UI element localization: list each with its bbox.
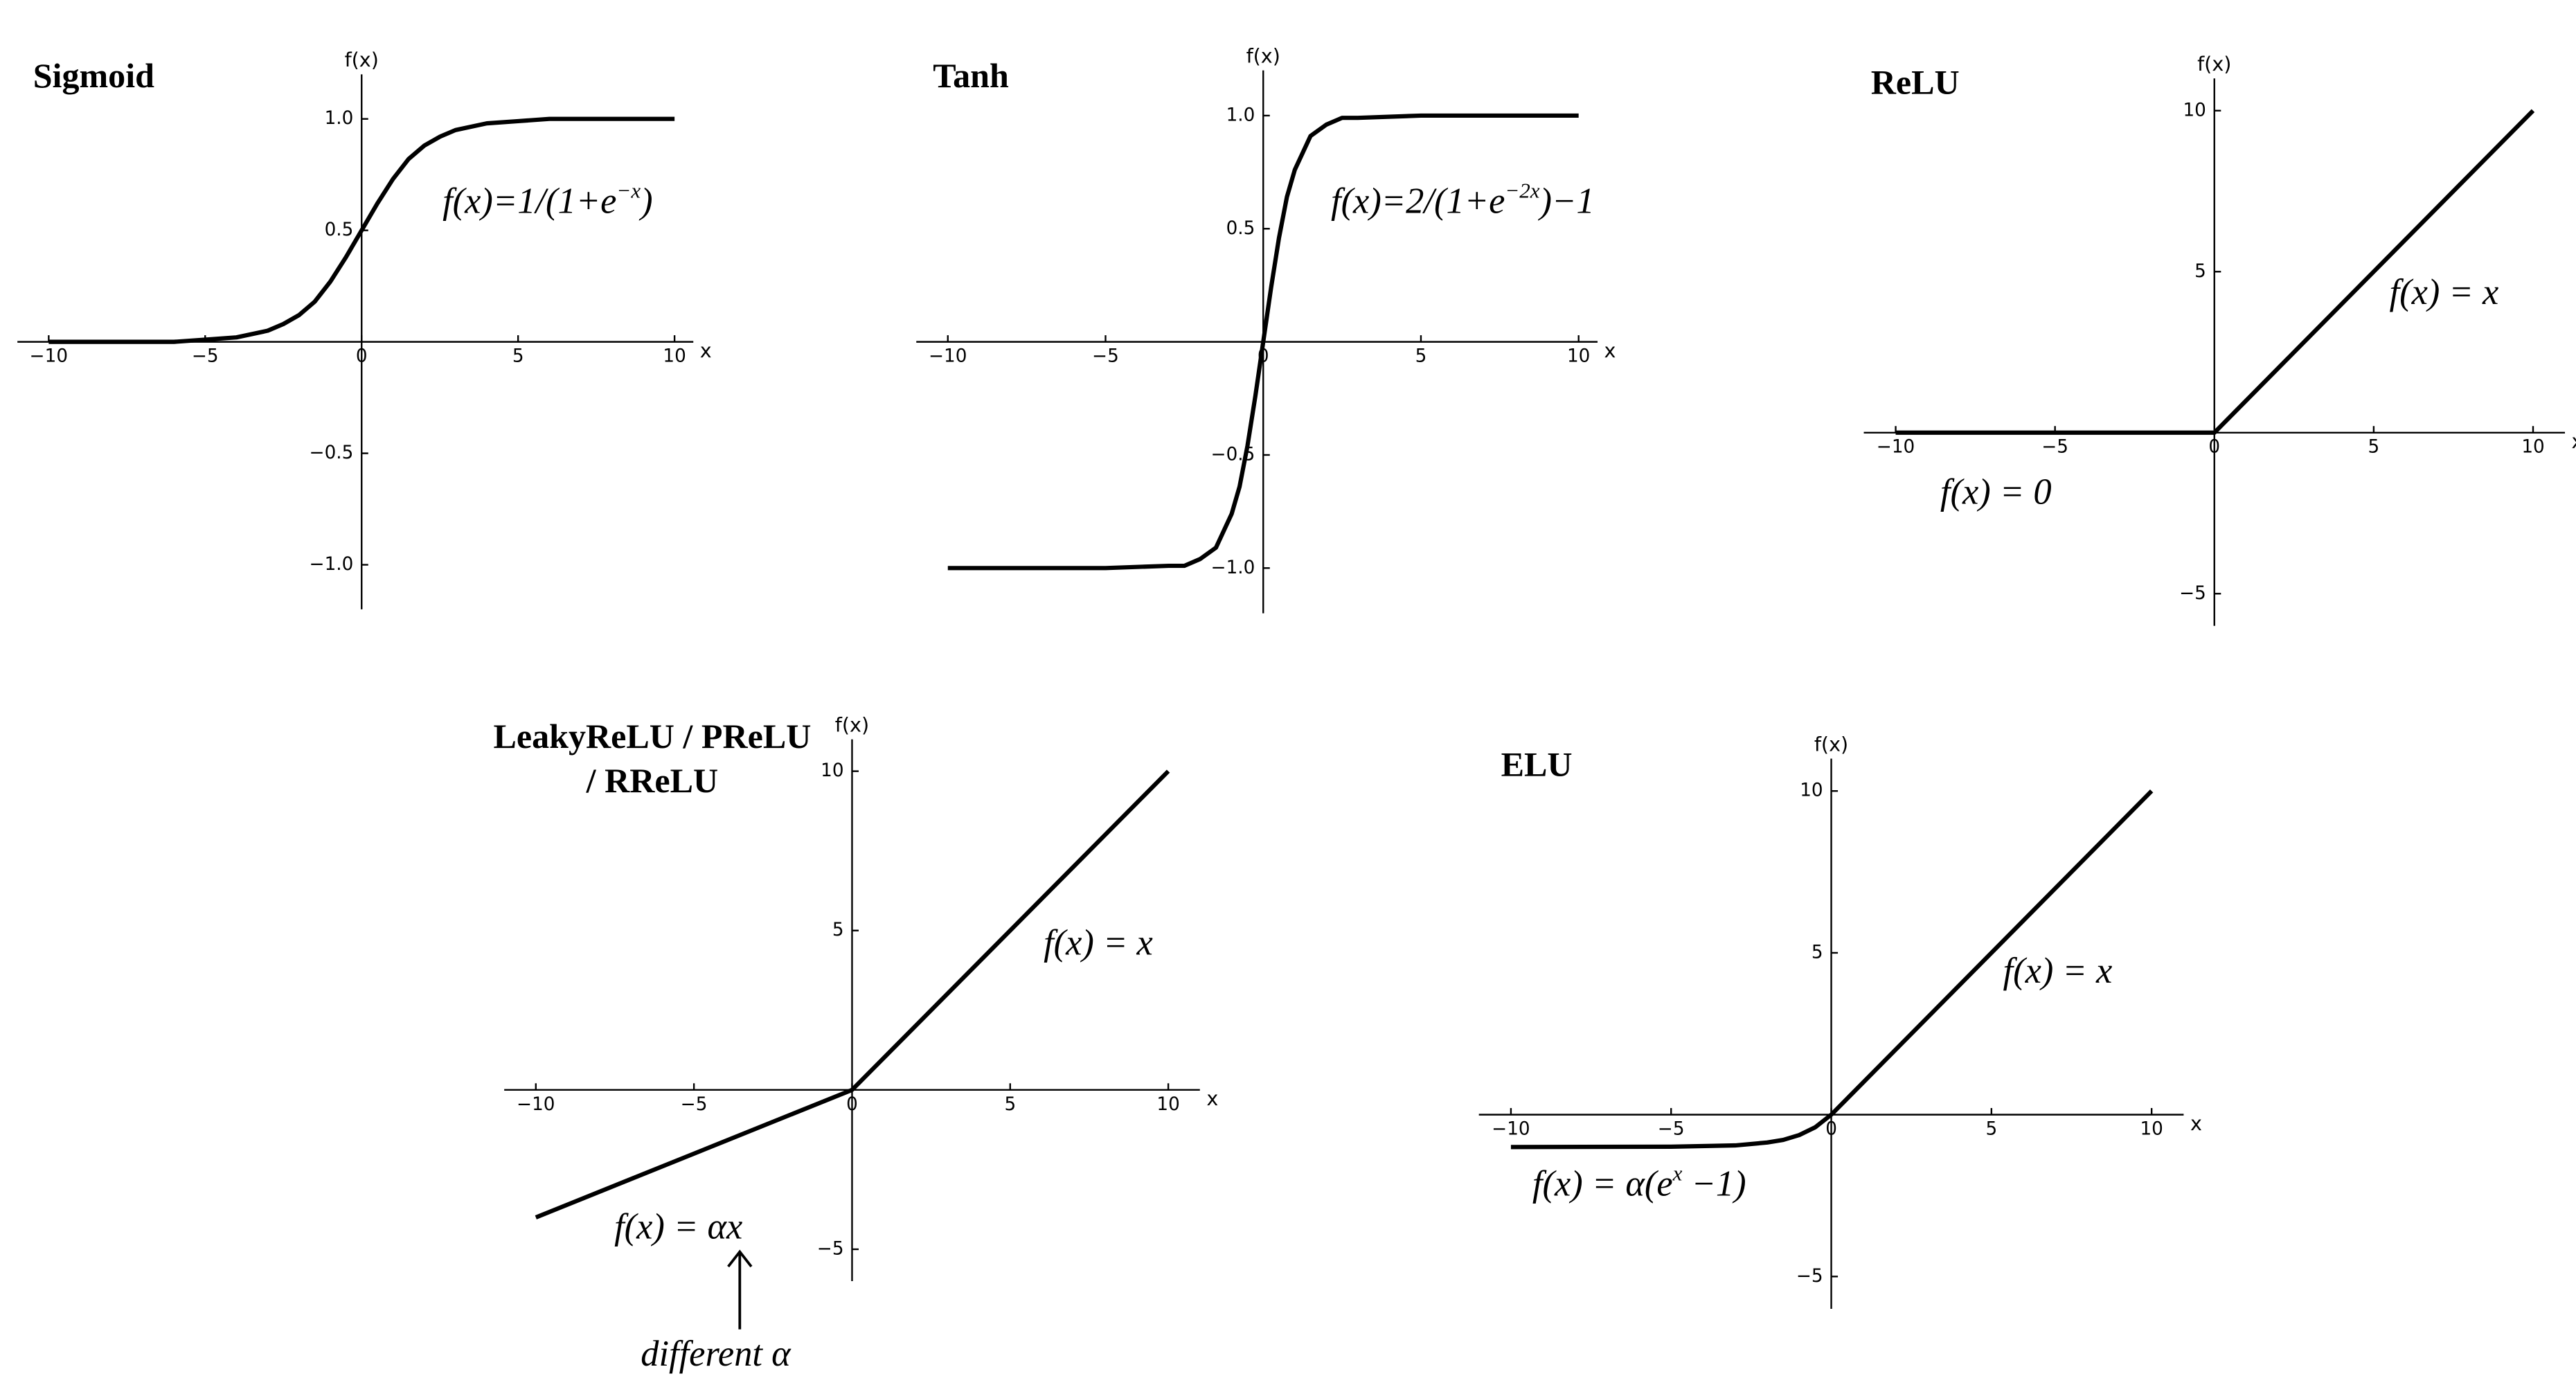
x-tick-label: −5 [192,346,219,367]
y-tick-label: −5 [2179,583,2206,604]
x-tick-label: 0 [846,1094,858,1115]
x-tick-label: −10 [929,346,967,367]
formula-part: f(x) = x [2390,272,2499,312]
curve [1510,789,2154,1150]
formula-part: )−1 [1538,181,1595,222]
y-tick-label: −5 [817,1238,844,1259]
formula-part: −2x [1505,178,1539,202]
formula-part: f(x) = 0 [1940,472,2052,512]
x-tick-label: 5 [512,346,524,367]
x-tick-label: −10 [1877,437,1915,458]
x-tick-label: −5 [681,1094,708,1115]
x-axis-label: x [2572,429,2576,453]
y-axis-label: f(x) [1814,732,1848,756]
formula: f(x)=2/(1+e−2x)−1 [1331,178,1595,221]
formula: f(x) = x [1044,922,1153,963]
y-tick-label: −1.0 [310,554,354,575]
x-tick-label: 0 [2208,437,2220,458]
y-tick-label: 1.0 [1226,105,1255,125]
formula-part: −1) [1682,1164,1746,1204]
chart-title: Tanh [933,56,1009,95]
x-tick-label: 10 [663,346,686,367]
formula: f(x) = α(ex −1) [1532,1161,1746,1204]
formula: f(x)=1/(1+e−x) [442,178,653,221]
x-tick-label: 10 [2140,1119,2163,1140]
y-tick-label: 5 [832,920,844,940]
chart: −10 −5 0 5 10−1.0−0.50.51.0xf(x)Tanhf(x)=2/(… [916,44,1616,614]
x-axis-label: x [1206,1087,1218,1110]
x-tick-label: 10 [1156,1094,1179,1115]
curve [535,769,1170,1219]
x-tick-label: 5 [2368,437,2380,458]
x-tick-label: −5 [1092,346,1119,367]
formula: f(x) = x [2390,272,2499,312]
x-tick-label: −5 [2041,437,2068,458]
y-axis-label: f(x) [835,713,869,737]
x-tick-label: −10 [517,1094,555,1115]
curve [48,116,675,344]
chart-title: Sigmoid [33,56,154,95]
chart: −10 −5 0 5 10 −1.0 −0.5 0.5 1.0 x f(x) Sigmoid f(x)=… [17,48,712,609]
formula-part: f(x) = αx [614,1207,742,1247]
curve [1895,109,2535,435]
chart-title: / RReLU [586,761,719,800]
y-tick-label: 5 [1812,942,1823,963]
chart: −10 −5 0 5 10 −5 5 10 x f(x) ELU f(x) = x f(x) = α(e… [1478,732,2202,1310]
formula-part: x [1672,1161,1683,1185]
arrow-head [727,1249,753,1268]
y-axis-label: f(x) [2197,52,2231,75]
y-tick-label: 10 [2183,100,2206,120]
curve [947,113,1579,571]
y-tick-label: 0.5 [325,220,354,240]
y-axis-label: f(x) [1246,44,1280,68]
formula-part: f(x) = x [2003,951,2113,991]
x-tick-label: 10 [2521,437,2544,458]
x-axis-label: x [700,339,712,362]
formula: f(x) = 0 [1940,472,2052,512]
formula: f(x) = x [2003,951,2113,991]
y-tick-label: 5 [2194,261,2206,282]
y-tick-label: −1.0 [1211,557,1255,578]
chart: −10 −5 0 5 10 −5 5 10 x f(x) ReLU f(x) = x f(x) = 0 [1863,52,2576,626]
y-tick-label: 10 [1800,780,1823,801]
chart: −10 −5 0 5 10 −5 5 10 x f(x) LeakyReLU / PReLU / RR… [493,713,1218,1375]
formula-part: f(x) = α(e [1532,1164,1673,1204]
x-tick-label: 0 [1825,1119,1837,1140]
formula-part: ) [638,181,652,222]
x-tick-label: 5 [1986,1119,1998,1140]
x-axis-label: x [1604,339,1616,362]
formula: f(x) = αx [614,1207,742,1247]
x-tick-label: −5 [1658,1119,1685,1140]
formula: different α [641,1334,791,1374]
x-tick-label: 10 [1567,346,1590,367]
formula-part: f(x)=2/(1+e [1331,181,1505,222]
formula-part: different α [641,1334,791,1374]
y-tick-label: 10 [821,760,843,781]
y-tick-label: −5 [1796,1266,1823,1287]
formula-part: f(x) = x [1044,922,1153,963]
x-axis-label: x [2190,1111,2202,1135]
chart-title: ELU [1501,744,1573,783]
x-tick-label: 0 [356,346,368,367]
y-tick-label: −0.5 [310,443,354,463]
formula-part: −x [616,178,641,202]
x-tick-label: 5 [1415,346,1427,367]
x-tick-label: −10 [30,346,68,367]
y-axis-label: f(x) [345,48,379,71]
y-tick-label: 0.5 [1226,218,1255,239]
chart-title: ReLU [1871,62,1960,101]
y-tick-label: 1.0 [325,108,354,129]
x-tick-label: 5 [1004,1094,1016,1115]
chart-title: LeakyReLU / PReLU [493,717,811,756]
x-tick-label: −10 [1492,1119,1530,1140]
formula-part: f(x)=1/(1+e [442,181,616,222]
